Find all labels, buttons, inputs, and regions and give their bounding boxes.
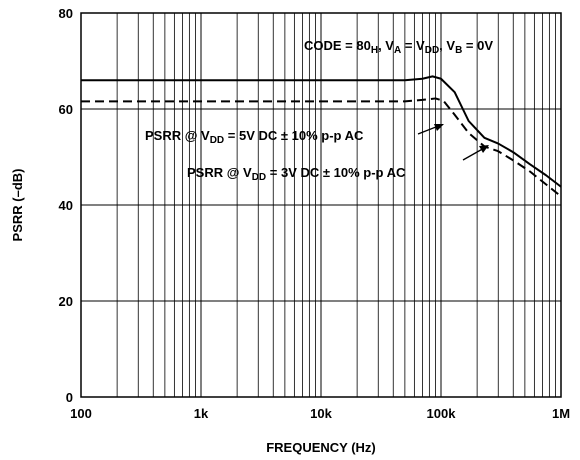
series-label-5v: PSRR @ VDD = 5V DC ± 10% p-p AC [145, 128, 364, 146]
annotation-arrows [417, 124, 489, 161]
y-tick-label: 20 [59, 294, 73, 309]
y-tick-label: 80 [59, 6, 73, 21]
series-label-3v: PSRR @ VDD = 3V DC ± 10% p-p AC [187, 165, 406, 183]
series-line-5v [81, 75, 562, 188]
x-tick-label: 10k [310, 406, 332, 421]
y-tick-label: 0 [66, 390, 73, 405]
y-tick-label: 40 [59, 198, 73, 213]
tick-label-layer: 100 1k 10k 100k 1M 0 20 40 60 80 [59, 6, 571, 421]
x-tick-label: 1M [552, 406, 570, 421]
arrow-5v-head [434, 124, 444, 131]
condition-annotation: CODE = 80H, VA = VDD, VB = 0V [304, 38, 493, 56]
series-line-3v [81, 97, 562, 198]
x-tick-label: 1k [194, 406, 209, 421]
arrow-3v-head [479, 145, 489, 153]
series-layer [81, 75, 562, 198]
x-tick-label: 100k [427, 406, 457, 421]
plot-frame [80, 12, 562, 398]
grid-layer [81, 13, 561, 397]
y-tick-label: 60 [59, 102, 73, 117]
x-axis-title: FREQUENCY (Hz) [266, 440, 376, 455]
y-axis-title: PSRR (–dB) [10, 169, 25, 242]
x-tick-label: 100 [70, 406, 92, 421]
